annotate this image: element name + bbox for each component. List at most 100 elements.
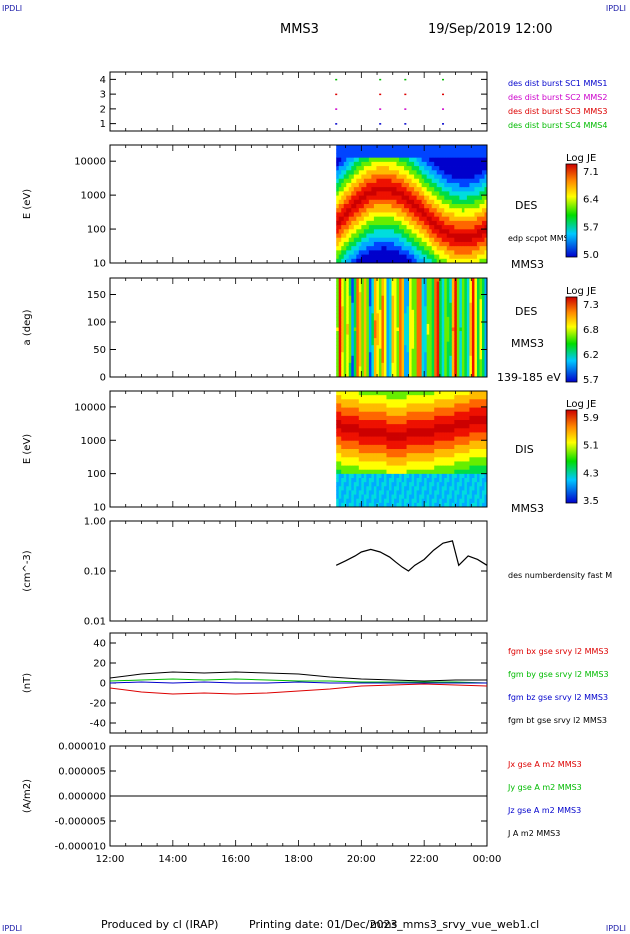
spectrogram-cell [338,403,342,408]
spectrogram-cell [429,348,433,353]
spectrogram-cell [424,424,428,429]
spectrogram-cell [421,149,425,154]
spectrogram-cell [419,411,423,417]
spectrogram-cell [409,204,412,209]
spectrogram-cell [348,411,352,417]
spectrogram-cell [444,313,448,318]
spectrogram-cell [411,444,415,450]
spectrogram-cell [411,348,415,353]
spectrogram-cell [399,174,402,180]
spectrogram-cell [411,369,415,374]
spectrogram-cell [361,281,365,286]
spectrogram-cell [406,212,410,218]
spectrogram-cell [343,369,347,374]
spectrogram-cell [338,453,342,458]
spectrogram-cell [434,407,438,413]
spectrogram-cell [479,327,483,332]
spectrogram-cell [341,428,345,433]
spectrogram-cell [416,334,420,339]
spectrogram-cell [351,241,355,247]
spectrogram-cell [348,313,352,318]
spectrogram-cell [341,199,345,205]
spectrogram-cell [386,331,390,335]
spectrogram-cell [378,352,382,357]
spectrogram-cell [474,178,478,184]
spectrogram-cell [416,369,420,374]
spectrogram-cell [399,246,402,251]
spectrogram-cell [373,199,377,205]
spectrogram-cell [434,502,438,508]
spectrogram-cell [378,432,382,437]
spectrogram-cell [383,199,387,205]
spectrogram-cell [356,302,360,307]
spectrogram-cell [441,316,445,321]
spectrogram-cell [381,157,385,163]
spectrogram-cell [419,461,423,466]
spectrogram-cell [466,362,470,367]
spectrogram-cell [454,415,458,421]
spectrogram-cell [353,478,357,483]
spectrogram-cell [338,399,342,404]
spectrogram-cell [469,348,473,353]
spectrogram-cell [371,415,375,421]
spectrogram-cell [351,246,355,251]
spectrogram-cell [366,246,370,251]
spectrogram-cell [366,502,370,508]
spectrogram-cell [401,391,405,396]
spectrogram-cell [441,174,445,180]
spectrogram-cell [341,465,345,471]
spectrogram-cell [474,369,478,374]
spectrogram-cell [394,302,397,307]
spectrogram-cell [409,313,412,318]
spectrogram-cell [409,292,412,297]
spectrogram-cell [416,399,420,404]
spectrogram-cell [401,237,405,243]
spectrogram-cell [383,366,387,371]
spectrogram-cell [416,428,420,433]
spectrogram-cell [446,373,450,378]
spectrogram-cell [338,331,342,335]
spectrogram-cell [404,391,407,396]
spectrogram-cell [421,478,425,483]
spectrogram-cell [338,225,342,230]
spectrogram-cell [431,395,435,400]
spectrogram-cell [429,166,433,171]
spectrogram-cell [363,355,367,360]
spectrogram-cell [401,292,405,297]
spectrogram-cell [381,237,385,243]
y-tick-label: 50 [93,345,106,356]
spectrogram-cell [338,216,342,222]
spectrogram-cell [381,170,385,175]
spectrogram-cell [461,345,465,350]
spectrogram-cell [399,334,402,339]
spectrogram-cell [454,216,458,222]
spectrogram-cell [386,498,390,504]
spectrogram-cell [461,278,465,282]
spectrogram-cell [476,292,480,297]
spectrogram-cell [466,187,470,192]
spectrogram-cell [414,220,418,226]
spectrogram-cell [439,436,443,442]
spectrogram-cell [343,313,347,318]
spectrogram-cell [366,420,370,425]
spectrogram-cell [424,440,428,446]
spectrogram-cell [353,490,357,495]
spectrogram-cell [404,306,407,311]
spectrogram-cell [388,449,392,454]
spectrogram-cell [474,285,478,290]
spectrogram-cell [466,313,470,318]
spectrogram-cell [414,399,418,404]
spectrogram-cell [441,237,445,243]
spectrogram-cell [451,246,455,251]
spectrogram-cell [381,478,385,483]
spectrogram-cell [444,498,448,504]
spectrogram-cell [454,182,458,188]
spectrogram-cell [396,149,400,154]
spectrogram-cell [381,341,385,346]
spectrogram-cell [356,313,360,318]
spectrogram-cell [401,453,405,458]
spectrogram-cell [378,220,382,226]
spectrogram-cell [341,191,345,196]
spectrogram-cell [388,473,392,479]
spectrogram-cell [406,403,410,408]
